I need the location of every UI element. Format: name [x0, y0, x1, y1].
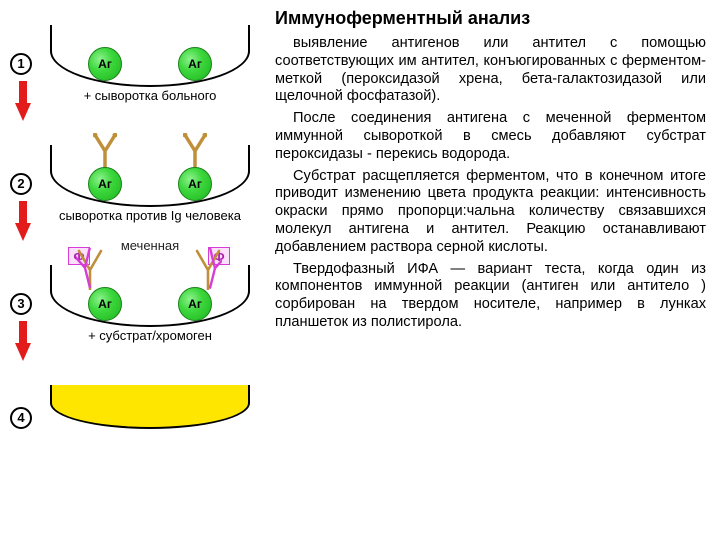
stage-3: 3 Ф Ф Аг Аг + субстрат/хромоген — [8, 265, 259, 385]
well-3: Аг Аг — [50, 265, 250, 327]
paragraph-3: Субстрат расщепляется ферментом, что в к… — [275, 168, 706, 257]
antigen-1b: Аг — [178, 47, 212, 81]
diagram-panel: 1 Аг Аг + сыворотка больного 2 Аг Аг — [0, 0, 265, 540]
antibody-enzyme-icon — [194, 248, 222, 290]
paragraph-1: выявление антигенов или антител с помощь… — [275, 35, 706, 106]
down-arrow-icon — [15, 321, 31, 361]
caption-2: сыворотка против Ig человека — [50, 209, 250, 223]
step-number-1: 1 — [10, 53, 32, 75]
stage-4: 4 — [8, 385, 259, 450]
step-number-3: 3 — [10, 293, 32, 315]
page-title: Иммуноферментный анализ — [275, 8, 706, 29]
caption-3: + субстрат/хромоген — [50, 329, 250, 343]
step-number-2: 2 — [10, 173, 32, 195]
antigen-3a: Аг — [88, 287, 122, 321]
well-4 — [50, 385, 250, 429]
text-panel: Иммуноферментный анализ выявление антиге… — [265, 0, 720, 540]
well-2: Аг Аг — [50, 145, 250, 207]
step-number-4: 4 — [10, 407, 32, 429]
antigen-3b: Аг — [178, 287, 212, 321]
caption-1: + сыворотка больного — [50, 89, 250, 103]
paragraph-2: После соединения антигена с меченной фер… — [275, 110, 706, 163]
down-arrow-icon — [15, 81, 31, 121]
paragraph-4: Твердофазный ИФА — вариант теста, когда … — [275, 261, 706, 332]
antibody-icon — [93, 133, 117, 171]
stage-1: 1 Аг Аг + сыворотка больного — [8, 25, 259, 145]
antigen-2b: Аг — [178, 167, 212, 201]
antigen-1a: Аг — [88, 47, 122, 81]
down-arrow-icon — [15, 201, 31, 241]
antigen-2a: Аг — [88, 167, 122, 201]
well-1: Аг Аг — [50, 25, 250, 87]
antibody-icon — [183, 133, 207, 171]
antibody-enzyme-icon — [76, 248, 104, 290]
